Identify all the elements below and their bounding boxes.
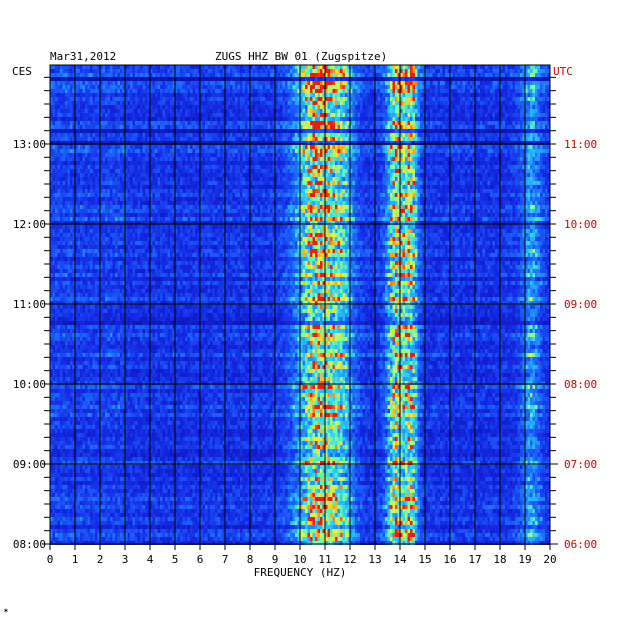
x-tick-label: 3 bbox=[122, 553, 129, 566]
x-tick-label: 14 bbox=[393, 553, 407, 566]
left-time-label: 12:00 bbox=[13, 218, 46, 231]
right-time-label: 06:00 bbox=[564, 538, 597, 551]
x-tick-label: 10 bbox=[293, 553, 306, 566]
x-tick-label: 2 bbox=[97, 553, 104, 566]
right-time-label: 10:00 bbox=[564, 218, 597, 231]
x-tick-label: 18 bbox=[493, 553, 506, 566]
left-time-label: 09:00 bbox=[13, 458, 46, 471]
right-time-axis: 11:00 10:00 09:00 08:00 07:00 06:00 bbox=[550, 77, 597, 551]
x-tick-label: 19 bbox=[518, 553, 531, 566]
right-time-label: 07:00 bbox=[564, 458, 597, 471]
x-tick-label: 20 bbox=[543, 553, 556, 566]
x-tick-label: 16 bbox=[443, 553, 456, 566]
right-time-label: 08:00 bbox=[564, 378, 597, 391]
x-tick-label: 15 bbox=[418, 553, 431, 566]
x-tick-label: 13 bbox=[368, 553, 381, 566]
grid-lines bbox=[50, 65, 550, 544]
x-tick-label: 11 bbox=[318, 553, 331, 566]
x-tick-label: 8 bbox=[247, 553, 254, 566]
x-tick-label: 5 bbox=[172, 553, 179, 566]
right-time-label: 11:00 bbox=[564, 138, 597, 151]
left-time-label: 08:00 bbox=[13, 538, 46, 551]
x-axis-label: FREQUENCY (HZ) bbox=[254, 566, 347, 579]
x-tick-label: 4 bbox=[147, 553, 154, 566]
x-tick-label: 12 bbox=[343, 553, 356, 566]
right-time-label: 09:00 bbox=[564, 298, 597, 311]
x-tick-label: 7 bbox=[222, 553, 229, 566]
x-tick-label: 1 bbox=[72, 553, 79, 566]
chart-date: Mar31,2012 bbox=[50, 50, 116, 63]
x-tick-label: 17 bbox=[468, 553, 481, 566]
x-tick-label: 6 bbox=[197, 553, 204, 566]
left-time-label: 11:00 bbox=[13, 298, 46, 311]
left-time-label: 10:00 bbox=[13, 378, 46, 391]
chart-title: ZUGS HHZ BW 01 (Zugspitze) bbox=[215, 50, 387, 63]
right-axis-label: UTC bbox=[553, 65, 573, 78]
left-axis-label: CES bbox=[12, 65, 32, 78]
left-time-axis: 13:00 12:00 11:00 10:00 09:00 08:00 bbox=[13, 77, 50, 551]
x-tick-label: 9 bbox=[272, 553, 279, 566]
x-tick-label: 0 bbox=[47, 553, 54, 566]
x-axis-ticks: 0 1 2 3 4 5 6 7 8 9 10 11 12 13 14 15 16 17 18 19 20 bbox=[47, 544, 557, 566]
left-time-label: 13:00 bbox=[13, 138, 46, 151]
footer-mark: ✶ bbox=[3, 607, 9, 615]
